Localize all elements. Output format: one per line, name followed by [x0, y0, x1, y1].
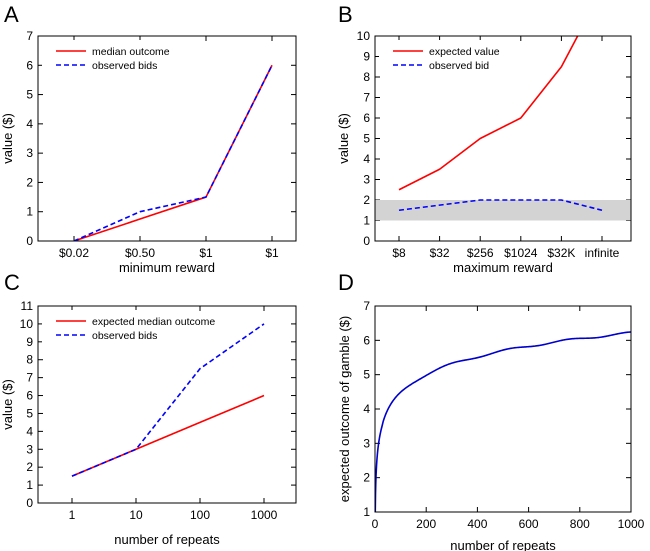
panel-b-plot-frame [374, 35, 632, 242]
panel-b-shaded-band [375, 200, 631, 221]
panel-c-ytick-label: 4 [26, 424, 33, 438]
panel-b-xtick-label: infinite [585, 246, 620, 260]
panel-d-xtick-label: 0 [372, 517, 379, 531]
panel-b-series-dashed-line [398, 199, 603, 212]
panel-d-x-axis-label: number of repeats [450, 538, 556, 551]
panel-d-ytick-label: 5 [363, 368, 370, 382]
panel-b-ytick-label: 10 [357, 29, 371, 43]
panel-b-legend-box [379, 40, 491, 74]
panel-c-ytick-label: 5 [26, 406, 33, 420]
panel-b-legend-entry: expected value [429, 46, 500, 58]
panel-c-xtick-label: 1 [69, 508, 76, 522]
panel-b-ytick-label: 1 [363, 214, 370, 228]
panel-b-ytick-label: 6 [363, 111, 370, 125]
panel-d-ytick-label: 1 [363, 505, 370, 519]
panel-c-ytick-label: 2 [26, 460, 33, 474]
panel-b-ytick-label: 4 [363, 152, 370, 166]
panel-letter-b: B [338, 2, 353, 27]
panel-a-ytick-label: 1 [26, 205, 33, 219]
panel-a-x-axis-label: minimum reward [119, 260, 215, 275]
panel-d-xtick-label: 1000 [618, 517, 645, 531]
panel-c-ytick-label: 11 [21, 299, 34, 313]
panel-a-ytick-label: 7 [26, 29, 33, 43]
panel-d-ytick-label: 6 [363, 333, 370, 347]
panel-a-plot-frame [37, 35, 297, 242]
panel-d-chart: 1 2 3 4 5 6 7 0 200 400 600 800 1000 number of repeat… [337, 299, 645, 551]
panel-d-xtick-label: 400 [467, 517, 487, 531]
panel-d-xtick-label: 600 [519, 517, 539, 531]
panel-b-ytick-label: 9 [363, 50, 370, 64]
panel-c-xtick-label: 1000 [251, 508, 278, 522]
panel-a-xtick-label: $0.02 [59, 246, 89, 260]
panel-b-ytick-label: 5 [363, 132, 370, 146]
panel-d-xtick-label: 200 [416, 517, 436, 531]
panel-c-ytick-label: 9 [26, 335, 33, 349]
panel-c-y-axis-label: value ($) [0, 379, 15, 430]
panel-a-ytick-label: 2 [26, 175, 33, 189]
panel-a-legend-box [42, 40, 162, 74]
panel-a-series-solid-line [73, 64, 273, 241]
panel-c-ytick-label: 8 [26, 353, 33, 367]
panel-d-ytick-label: 4 [363, 402, 370, 416]
panel-d-plot-frame [374, 305, 632, 513]
panel-a-ytick-label: 3 [26, 146, 33, 160]
panel-c-ytick-label: 10 [20, 317, 34, 331]
panel-b-xtick-label: $256 [467, 246, 494, 260]
panel-letter-c: C [4, 270, 20, 295]
panel-letter-d: D [338, 270, 354, 295]
panel-b-chart: 0 1 2 3 4 5 6 7 8 9 10 $8 $32 $256 $1024 $32K infinite ex… [336, 29, 632, 275]
panel-b-xtick-label: $32K [547, 246, 575, 260]
panel-b-ytick-label: 7 [363, 91, 370, 105]
panel-b-ytick-label: 8 [363, 70, 370, 84]
panel-c-legend-box [42, 310, 192, 344]
panel-a-ytick-label: 5 [26, 88, 33, 102]
panel-d-ytick-label: 3 [363, 436, 370, 450]
panel-a-ytick-label: 4 [26, 117, 33, 131]
panel-a-series-dashed-line [73, 64, 273, 241]
panel-a-xtick-label: $1 [199, 246, 213, 260]
panel-b-series-solid-line [398, 36, 579, 191]
panel-b-legend-entry: observed bid [429, 60, 489, 72]
panel-c-xtick-label: 100 [190, 508, 210, 522]
panel-c-legend-entry: observed bids [92, 330, 157, 342]
panel-a-y-axis-label: value ($) [0, 113, 15, 164]
panel-a-legend-entry: median outcome [92, 46, 170, 58]
panel-a-xtick-label: $0.50 [125, 246, 155, 260]
panel-c-ytick-label: 6 [26, 389, 33, 403]
panel-d-series-line [374, 331, 632, 513]
panel-c-ytick-label: 0 [26, 496, 33, 510]
panel-b-xtick-label: $1024 [504, 246, 538, 260]
panel-b-xtick-label: $8 [392, 246, 406, 260]
panel-b-ytick-label: 3 [363, 173, 370, 187]
panel-letter-a: A [4, 2, 19, 27]
panel-b-x-axis-label: maximum reward [453, 260, 553, 275]
panel-b-xtick-label: $32 [430, 246, 450, 260]
panel-a-ytick-label: 0 [26, 234, 33, 248]
panel-b-ytick-label: 2 [363, 193, 370, 207]
panel-c-legend-entry: expected median outcome [92, 316, 215, 328]
panel-a-ytick-label: 6 [26, 58, 33, 72]
panel-d-y-axis-label: expected outcome of gamble ($) [337, 316, 352, 502]
panel-d-xtick-label: 800 [570, 517, 590, 531]
panel-c-xtick-label: 10 [129, 508, 143, 522]
panel-d-ytick-label: 7 [363, 299, 370, 313]
panel-c-ytick-label: 7 [26, 371, 33, 385]
panel-d-ytick-label: 2 [363, 471, 370, 485]
panel-a-legend-entry: observed bids [92, 60, 157, 72]
panel-c-plot-frame [37, 305, 297, 504]
panel-b-ytick-label: 0 [363, 234, 370, 248]
panel-b-y-axis-label: value ($) [336, 113, 351, 164]
panel-a-chart: 0 1 2 3 4 5 6 7 $0.02 $0.50 $1 $1 median outcome obse… [0, 29, 297, 275]
panel-a-xtick-label: $1 [265, 246, 279, 260]
panel-c-ytick-label: 1 [26, 478, 33, 492]
panel-c-ytick-label: 3 [26, 442, 33, 456]
panel-c-series-dashed-line [71, 323, 265, 477]
panel-c-x-axis-label: number of repeats [114, 532, 220, 547]
